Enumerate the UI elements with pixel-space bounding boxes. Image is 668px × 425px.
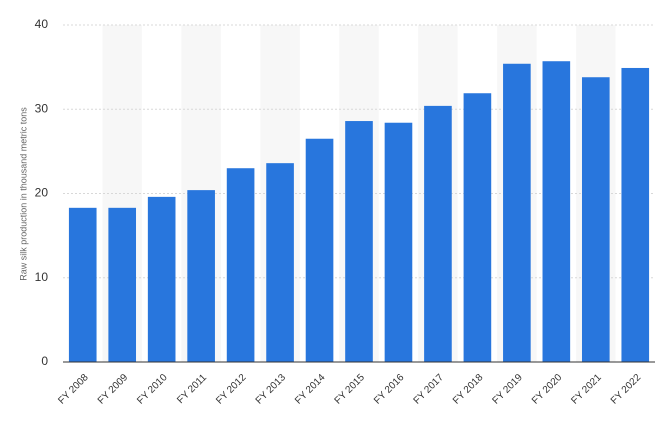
x-tick-label: FY 2009 — [96, 372, 131, 407]
bar — [621, 67, 650, 362]
y-tick-label: 20 — [35, 186, 49, 200]
x-tick-label: FY 2018 — [451, 372, 486, 407]
x-tick-label: FY 2015 — [333, 372, 368, 407]
x-tick-label: FY 2019 — [490, 372, 525, 407]
y-tick-label: 10 — [35, 270, 49, 284]
bar — [147, 196, 176, 362]
bar — [226, 168, 255, 362]
bar — [542, 61, 571, 362]
bar — [424, 105, 452, 362]
bar — [503, 63, 531, 362]
x-tick-label: FY 2008 — [56, 372, 91, 407]
x-tick-label: FY 2020 — [530, 372, 565, 407]
bar — [581, 77, 610, 363]
x-tick-label: FY 2012 — [214, 372, 249, 407]
bar — [384, 122, 413, 362]
x-tick-label: FY 2013 — [254, 372, 289, 407]
y-axis-label: Raw silk production in thousand metric t… — [18, 107, 28, 281]
bar — [187, 190, 215, 362]
x-tick-label: FY 2021 — [569, 372, 604, 407]
bar — [305, 138, 334, 362]
bar — [463, 93, 492, 363]
bar — [108, 207, 137, 362]
y-tick-label: 30 — [35, 101, 49, 115]
x-tick-label: FY 2016 — [372, 372, 407, 407]
y-tick-label: 40 — [35, 17, 49, 31]
x-tick-label: FY 2011 — [175, 372, 209, 406]
x-tick-label: FY 2017 — [412, 372, 447, 407]
x-tick-label: FY 2022 — [609, 372, 644, 407]
x-tick-label: FY 2014 — [293, 372, 328, 407]
bar — [68, 207, 97, 362]
y-tick-label: 0 — [41, 354, 48, 368]
bar — [345, 121, 373, 362]
bar — [266, 163, 294, 362]
x-tick-label: FY 2010 — [135, 372, 170, 407]
